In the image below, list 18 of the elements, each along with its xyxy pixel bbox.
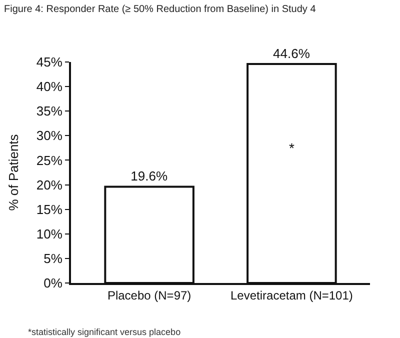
y-tick-label: 15%: [36, 202, 63, 217]
y-tick-label: 45%: [36, 54, 63, 70]
annotation: *: [289, 140, 295, 156]
x-tick-label: Levetiracetam (N=101): [230, 288, 353, 302]
data-label: 44.6%: [273, 46, 310, 61]
y-tick-label: 5%: [44, 250, 63, 266]
y-tick-label: 40%: [36, 79, 63, 94]
chart-title: Figure 4: Responder Rate (≥ 50% Reduction from Baseline) in Study 4: [4, 4, 316, 16]
y-tick-label: 20%: [36, 177, 63, 192]
y-tick-label: 25%: [36, 152, 63, 168]
y-axis-title: % of Patients: [6, 134, 21, 211]
y-tick-label: 10%: [36, 226, 63, 242]
y-tick-label: 0%: [44, 276, 63, 291]
text: *statistically significant versus placebo: [28, 327, 181, 337]
y-tick-label: 30%: [36, 128, 63, 144]
y-tick-label: 35%: [36, 104, 63, 119]
data-label: 19.6%: [130, 168, 168, 184]
x-tick-label: Placebo (N=97): [107, 288, 192, 302]
